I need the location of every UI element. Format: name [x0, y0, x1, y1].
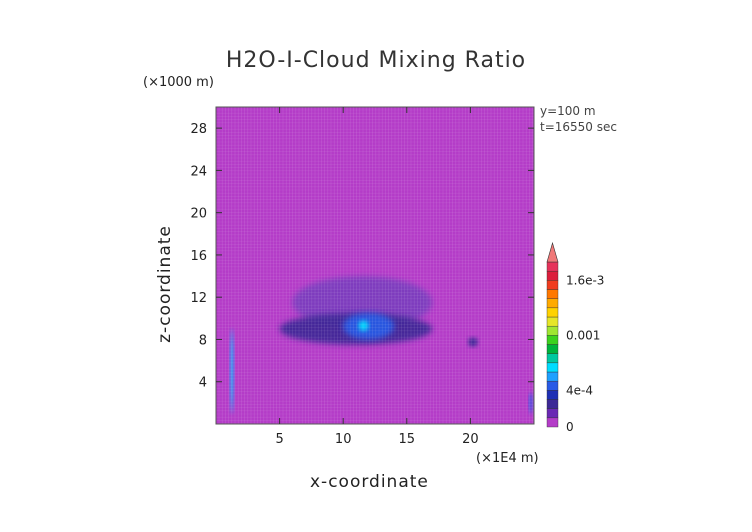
y-tick-label: 16 [190, 249, 207, 264]
x-tick-label: 5 [275, 432, 283, 447]
colorbar-tick-label: 4e-4 [566, 383, 593, 397]
y-tick-label: 8 [199, 333, 207, 348]
colorbar-tick-label: 0 [566, 420, 574, 434]
colorbar-tick-label: 0.001 [566, 328, 600, 342]
y-tick-label: 24 [190, 164, 207, 179]
plot-background [216, 107, 534, 424]
plot-frame [215, 106, 535, 425]
colorbar-level [546, 390, 559, 400]
y-tick-label: 4 [199, 376, 207, 391]
x-axis-label: x-coordinate [310, 472, 429, 492]
colorbar-level [546, 270, 559, 281]
y-axis-unit: (×1000 m) [143, 75, 214, 90]
colorbar-level [546, 316, 559, 327]
annotation-time: t=16550 sec [540, 120, 617, 134]
colorbar-level [546, 380, 559, 391]
colorbar-level [546, 280, 559, 290]
cloud-feature-main-cloud-core [343, 313, 395, 340]
colorbar-level [546, 344, 559, 354]
colorbar-level [546, 417, 559, 428]
x-tick-label: 20 [462, 432, 479, 447]
y-tick-label: 12 [190, 291, 207, 306]
colorbar-level [546, 307, 559, 318]
chart-title: H2O-I-Cloud Mixing Ratio [225, 48, 527, 73]
cloud-feature-left-column-core [231, 339, 233, 403]
x-axis-unit: (×1E4 m) [476, 451, 539, 466]
cloud-feature-right-edge-column [528, 392, 533, 414]
cloud-feature-main-cloud-peak [358, 320, 369, 332]
colorbar-level [546, 353, 559, 364]
colorbar-level [546, 399, 559, 409]
x-tick-label: 15 [399, 432, 416, 447]
colorbar-level [546, 362, 559, 373]
colorbar: 0 4e-4 0.001 1.6e-3 [546, 241, 604, 434]
colorbar-level [546, 325, 559, 336]
colorbar-extend-triangle [546, 241, 559, 263]
colorbar-level [546, 261, 559, 272]
colorbar-level [546, 298, 559, 309]
y-tick-label: 28 [190, 122, 207, 137]
colorbar-tick-label: 1.6e-3 [566, 273, 604, 287]
colorbar-level [546, 335, 559, 345]
colorbar-level [546, 408, 559, 419]
y-tick-label: 20 [190, 207, 207, 222]
colorbar-level [546, 371, 559, 382]
annotation-y-position: y=100 m [540, 104, 596, 118]
colorbar-level [546, 289, 559, 299]
x-tick-label: 10 [335, 432, 352, 447]
cloud-feature-right-blob [467, 337, 479, 347]
